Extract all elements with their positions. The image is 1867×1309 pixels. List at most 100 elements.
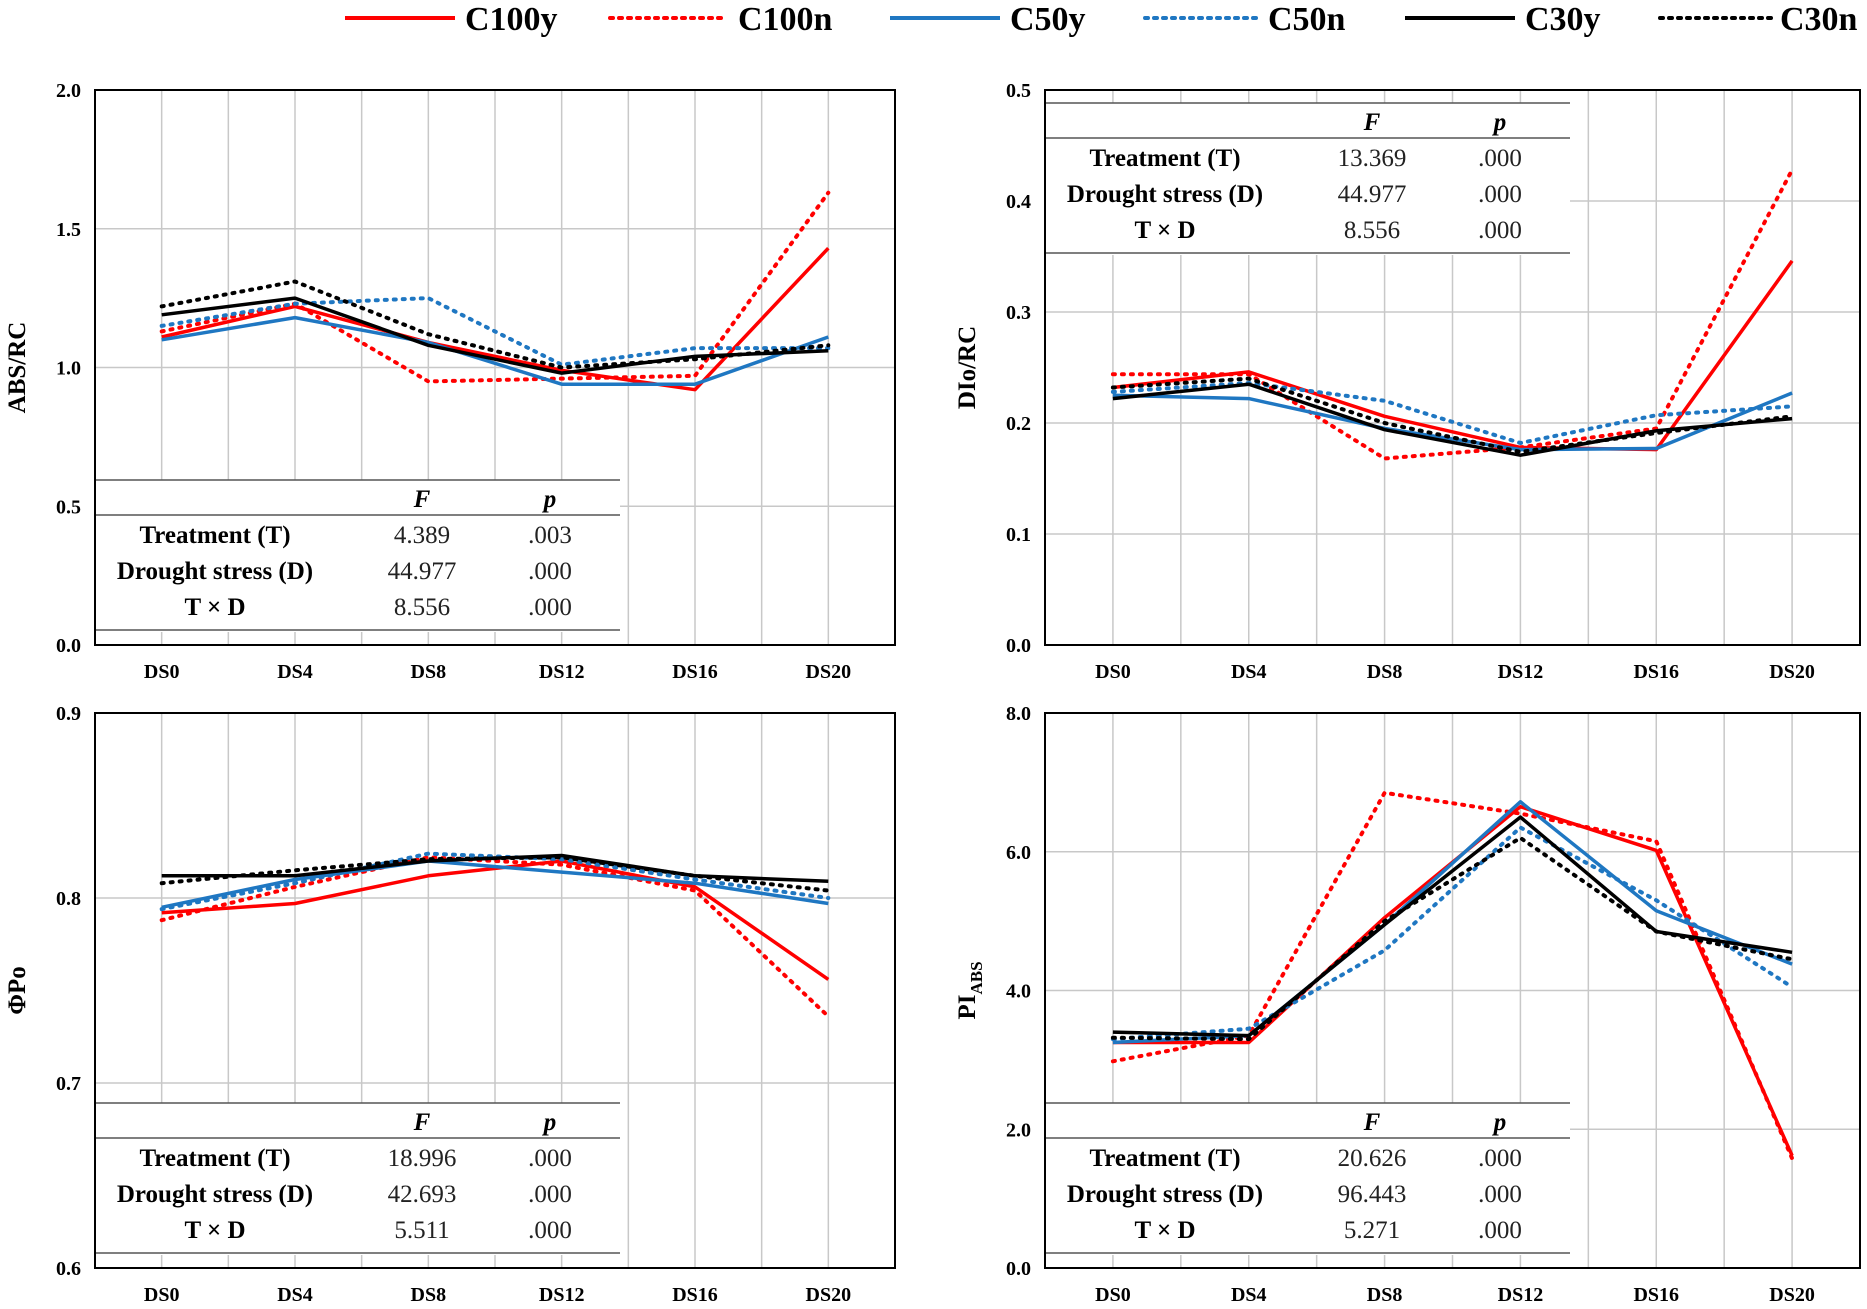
stat-p-value: .000	[528, 558, 572, 585]
y-tick-label: 2.0	[56, 80, 81, 102]
y-tick-label: 0.6	[56, 1258, 81, 1280]
y-axis-label-text: PI	[954, 995, 981, 1020]
series-line-c100y	[161, 859, 830, 981]
legend-item-c50n: C50n	[1143, 1, 1346, 38]
p-header: p	[542, 486, 557, 513]
y-tick-label: 0.4	[1006, 191, 1031, 213]
y-tick-label: 0.0	[1006, 1258, 1031, 1280]
series-line-c100n	[159, 190, 831, 384]
y-tick-label: 0.3	[1006, 302, 1031, 324]
x-tick-label: DS12	[1498, 661, 1544, 683]
y-tick-label: 4.0	[1006, 981, 1031, 1003]
f-header: F	[413, 486, 431, 513]
anova-table-background	[1045, 1103, 1570, 1255]
series-line-c100n	[1110, 790, 1795, 1161]
y-axis-label-text: ABS/RC	[4, 322, 31, 414]
stat-p-value: .000	[1478, 145, 1522, 172]
stat-p-value: .000	[528, 1145, 572, 1172]
stat-f-value: 8.556	[394, 594, 450, 621]
x-tick-label: DS8	[1367, 1284, 1403, 1306]
x-tick-label: DS20	[1769, 1284, 1815, 1306]
series-line-c50y	[1112, 391, 1793, 452]
legend-item-c100y: C100y	[345, 1, 558, 38]
x-tick-label: DS4	[1231, 661, 1267, 683]
stat-row-label: Treatment (T)	[139, 522, 290, 549]
stat-f-value: 20.626	[1338, 1145, 1407, 1172]
x-tick-label: DS16	[1633, 1284, 1679, 1306]
chart-panel-pi-abs: 0.0 2.0 4.0 6.0 8.0 DS0 DS4 DS8 DS12 DS16 DS20 PIAB…	[954, 703, 1861, 1306]
x-tick-label: DS8	[411, 661, 447, 683]
p-header: p	[1492, 1109, 1507, 1136]
y-axis-label-subscript: ABS	[967, 961, 986, 994]
y-tick-label: 2.0	[1006, 1119, 1031, 1141]
stat-f-value: 13.369	[1338, 145, 1407, 172]
y-axis-label: ABS/RC	[4, 322, 31, 414]
x-tick-label: DS16	[672, 1284, 718, 1306]
x-tick-label: DS20	[806, 1284, 852, 1306]
x-tick-label: DS0	[1095, 1284, 1131, 1306]
plot-frame	[1044, 89, 1861, 646]
stat-f-value: 96.443	[1338, 1181, 1407, 1208]
stat-row-label: Treatment (T)	[1089, 145, 1240, 172]
stat-f-value: 42.693	[388, 1181, 457, 1208]
series-line-c100n	[1110, 167, 1795, 461]
stat-row-label: Drought stress (D)	[117, 558, 313, 585]
x-tick-label: DS0	[144, 1284, 180, 1306]
x-tick-label: DS12	[539, 1284, 585, 1306]
stat-f-value: 44.977	[1338, 181, 1407, 208]
y-axis-label-text: DIo/RC	[954, 326, 981, 409]
f-header: F	[413, 1109, 431, 1136]
y-tick-label: 0.0	[1006, 635, 1031, 657]
p-header: p	[542, 1109, 557, 1136]
stat-f-value: 5.271	[1344, 1217, 1400, 1244]
y-tick-label: 0.9	[56, 703, 81, 725]
series-line-c50n	[1110, 381, 1795, 445]
x-tick-label: DS4	[1231, 1284, 1267, 1306]
legend-item-c100n: C100n	[608, 1, 833, 38]
y-tick-label: 1.5	[56, 219, 81, 241]
stat-f-value: 5.511	[394, 1217, 449, 1244]
legend-item-c50y: C50y	[890, 1, 1086, 38]
x-tick-label: DS16	[672, 661, 718, 683]
stat-p-value: .000	[1478, 1145, 1522, 1172]
anova-table-background	[1045, 103, 1570, 255]
series-line-c30y	[1112, 815, 1793, 1038]
legend: C100y C100n C50y C50n C30y C30n	[345, 1, 1858, 38]
legend-label: C100y	[465, 1, 558, 38]
y-tick-label: 0.1	[1006, 524, 1031, 546]
y-tick-label: 1.0	[56, 358, 81, 380]
series-line-c30n	[1110, 835, 1795, 1042]
plot-frame	[94, 89, 896, 646]
legend-label: C30y	[1525, 1, 1601, 38]
f-header: F	[1363, 1109, 1381, 1136]
x-tick-label: DS4	[277, 661, 313, 683]
y-axis-label: PIABS	[954, 961, 986, 1019]
y-axis-label-text: ΦPo	[4, 966, 31, 1015]
series-line-c30n	[159, 855, 831, 893]
series-line-c100y	[1112, 259, 1794, 452]
legend-label: C30n	[1780, 1, 1858, 38]
chart-panel-abs-rc: 0.0 0.5 1.0 1.5 2.0 DS0 DS4 DS8 DS12 DS16 DS20 ABS/…	[4, 80, 896, 683]
y-tick-label: 0.2	[1006, 413, 1031, 435]
stat-p-value: .000	[1478, 1217, 1522, 1244]
stat-row-label: Treatment (T)	[1089, 1145, 1240, 1172]
series-line-c30n	[1110, 376, 1795, 454]
y-axis-label: ΦPo	[4, 966, 31, 1015]
stat-p-value: .000	[528, 594, 572, 621]
x-tick-label: DS0	[144, 661, 180, 683]
p-header: p	[1492, 109, 1507, 136]
series-line-c50n	[1110, 825, 1795, 1042]
legend-label: C100n	[738, 1, 833, 38]
stat-p-value: .003	[528, 522, 572, 549]
anova-table-background	[95, 1103, 620, 1255]
y-tick-label: 0.7	[56, 1073, 81, 1095]
x-tick-label: DS8	[411, 1284, 447, 1306]
chart-panel-phi-po: 0.6 0.7 0.8 0.9 DS0 DS4 DS8 DS12 DS16 DS20 ΦPo F p Tr…	[4, 703, 896, 1306]
legend-item-c30y: C30y	[1405, 1, 1601, 38]
stat-row-label: Treatment (T)	[139, 1145, 290, 1172]
series-line-c50y	[161, 315, 829, 386]
